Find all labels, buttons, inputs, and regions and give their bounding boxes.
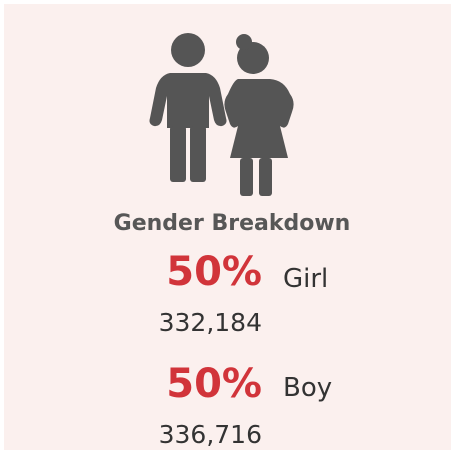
- girl-percent: 50%: [166, 249, 262, 295]
- title: Gender Breakdown: [114, 211, 351, 236]
- panel: [4, 4, 451, 450]
- girl-count: 332,184: [159, 308, 262, 337]
- boy-label: Boy: [283, 373, 332, 403]
- boy-percent: 50%: [166, 361, 262, 407]
- children-icon: [149, 33, 294, 196]
- boy-count: 336,716: [159, 420, 262, 449]
- girl-label: Girl: [283, 264, 328, 294]
